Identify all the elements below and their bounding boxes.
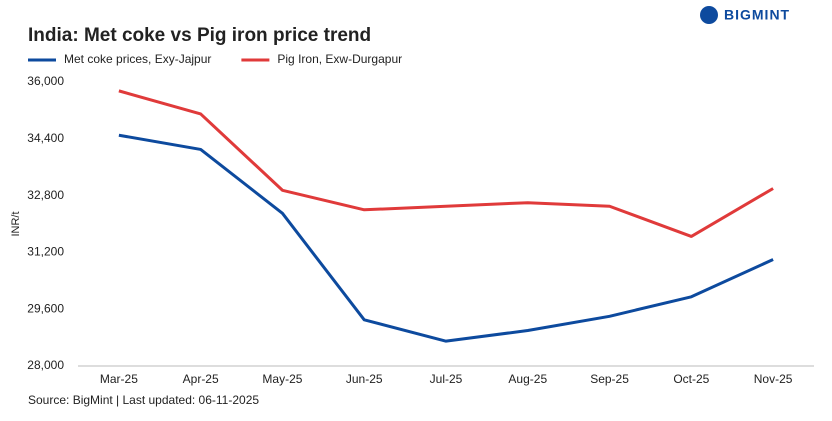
y-tick-label: 29,600 [27, 301, 64, 315]
logo-icon [700, 6, 718, 24]
x-tick-label: Aug-25 [508, 372, 547, 386]
y-tick-label: 36,000 [27, 74, 64, 88]
legend-label: Pig Iron, Exw-Durgapur [277, 52, 402, 66]
x-tick-label: Jun-25 [346, 372, 383, 386]
source: Source: BigMint | Last updated: 06-11-20… [28, 393, 259, 407]
y-tick-label: 32,800 [27, 188, 64, 202]
chart-title: India: Met coke vs Pig iron price trend [28, 25, 371, 46]
x-tick-label: May-25 [262, 372, 302, 386]
line [118, 133, 774, 343]
y-tick-label: 34,400 [27, 131, 64, 145]
legend-label: Met coke prices, Exy-Jajpur [64, 52, 211, 66]
y-tick-label: 28,000 [27, 358, 64, 372]
x-tick-label: Apr-25 [183, 372, 219, 386]
x-tick-label: Sep-25 [590, 372, 629, 386]
x-tick-label: Nov-25 [754, 372, 793, 386]
y-tick-label: 31,200 [27, 245, 64, 259]
x-tick-label: Oct-25 [673, 372, 709, 386]
y-axis-label: INR/t [10, 211, 22, 236]
line [118, 89, 774, 238]
x-tick-label: Jul-25 [430, 372, 463, 386]
x-tick-label: Mar-25 [100, 372, 138, 386]
brand: BIGMINT [724, 7, 790, 23]
